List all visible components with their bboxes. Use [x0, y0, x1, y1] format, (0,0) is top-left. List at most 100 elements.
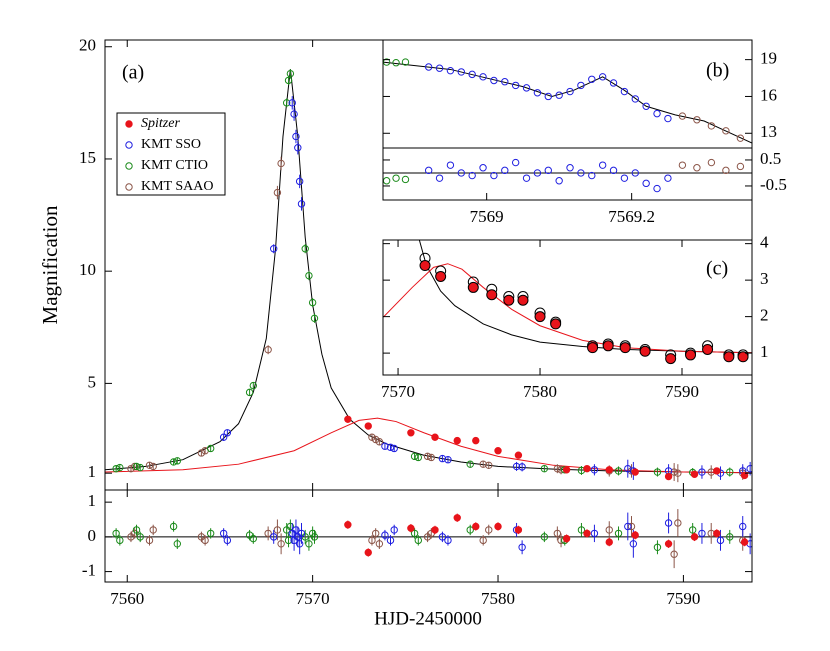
data-point: [435, 270, 447, 282]
data-point: [674, 469, 682, 477]
data-point: [566, 87, 574, 96]
y-tick-label: -0.5: [760, 175, 787, 194]
y-tick-label: 0: [88, 526, 97, 545]
inset-background: [383, 240, 752, 375]
data-point: [620, 87, 629, 96]
x-tick-label: 7570: [296, 589, 330, 608]
y-tick-label: 10: [79, 260, 96, 279]
y-tick-label: 20: [79, 36, 96, 55]
data-point: [249, 381, 258, 390]
data-point: [270, 533, 278, 541]
data-point: [472, 522, 480, 531]
data-point: [590, 529, 599, 538]
data-point: [722, 166, 730, 175]
data-point: [344, 415, 352, 424]
data-point: [472, 436, 480, 445]
x-tick-label: 7570: [381, 382, 415, 401]
data-point: [116, 463, 124, 472]
panel-frame: [104, 489, 753, 583]
data-point: [410, 529, 419, 538]
data-point: [698, 468, 706, 476]
data-point: [514, 451, 523, 459]
y-tick-label: 13: [760, 122, 777, 141]
data-point: [368, 536, 376, 545]
y-axis-label: Magnification: [38, 205, 62, 324]
data-point: [494, 522, 502, 531]
data-point: [308, 529, 317, 538]
data-point: [223, 429, 232, 437]
panel-label: (a): [122, 62, 144, 84]
data-point: [438, 454, 447, 463]
data-point: [206, 444, 215, 453]
data-point: [642, 179, 650, 188]
data-point: [479, 73, 487, 81]
data-point: [132, 462, 141, 471]
data-point: [624, 522, 632, 531]
data-point: [702, 343, 714, 355]
data-point: [390, 526, 398, 534]
data-point: [273, 526, 282, 534]
data-point: [277, 159, 285, 168]
x-tick-label: 7569.2: [608, 207, 655, 226]
data-point: [264, 346, 272, 354]
data-point: [503, 294, 515, 306]
data-point: [284, 536, 293, 545]
data-point: [490, 76, 498, 85]
data-point: [598, 161, 607, 169]
data-point: [414, 453, 423, 462]
data-point: [653, 543, 662, 551]
data-point: [386, 443, 395, 452]
data-point: [605, 466, 613, 474]
x-tick-label: 7569: [470, 207, 504, 226]
data-point: [722, 127, 730, 135]
data-point: [453, 436, 461, 445]
x-tick-label: 7580: [523, 382, 557, 401]
data-point: [631, 531, 639, 539]
data-point: [587, 342, 599, 354]
data-point: [310, 314, 319, 323]
x-axis-label: HJD-2450000: [374, 608, 482, 629]
plot-area: [383, 240, 752, 365]
model-curve: [105, 417, 752, 474]
data-point: [344, 521, 352, 529]
data-point: [716, 536, 725, 545]
data-point: [392, 59, 400, 67]
legend-label: KMT SAAO: [141, 179, 213, 194]
legend-marker: [125, 141, 133, 149]
data-point: [466, 526, 474, 534]
data-point: [219, 529, 228, 538]
data-point: [555, 91, 563, 99]
legend-marker: [125, 162, 133, 170]
data-point: [678, 161, 687, 169]
data-point: [550, 318, 562, 330]
data-point: [467, 281, 479, 293]
data-point: [609, 166, 618, 175]
data-point: [588, 171, 596, 180]
data-point: [479, 460, 487, 468]
inset-background: [383, 148, 752, 200]
y-tick-label: 1: [88, 491, 97, 510]
data-point: [132, 526, 141, 534]
data-point: [286, 522, 295, 531]
y-tick-label: 3: [760, 269, 769, 288]
data-point: [136, 533, 144, 541]
data-point: [116, 536, 124, 545]
data-point: [364, 548, 372, 557]
data-point: [297, 200, 306, 208]
y-tick-label: 19: [760, 49, 777, 68]
data-point: [284, 76, 293, 85]
panel-frame: [382, 239, 753, 376]
data-point: [598, 73, 607, 81]
data-point: [501, 78, 509, 86]
data-point: [678, 112, 687, 120]
data-point: [392, 174, 400, 182]
legend-marker: [125, 120, 133, 128]
data-point: [583, 529, 591, 538]
data-point: [490, 171, 498, 180]
plot-area: [383, 58, 752, 144]
data-point: [277, 540, 285, 548]
data-point: [740, 471, 749, 480]
data-point: [707, 158, 716, 167]
data-point: [693, 116, 701, 124]
